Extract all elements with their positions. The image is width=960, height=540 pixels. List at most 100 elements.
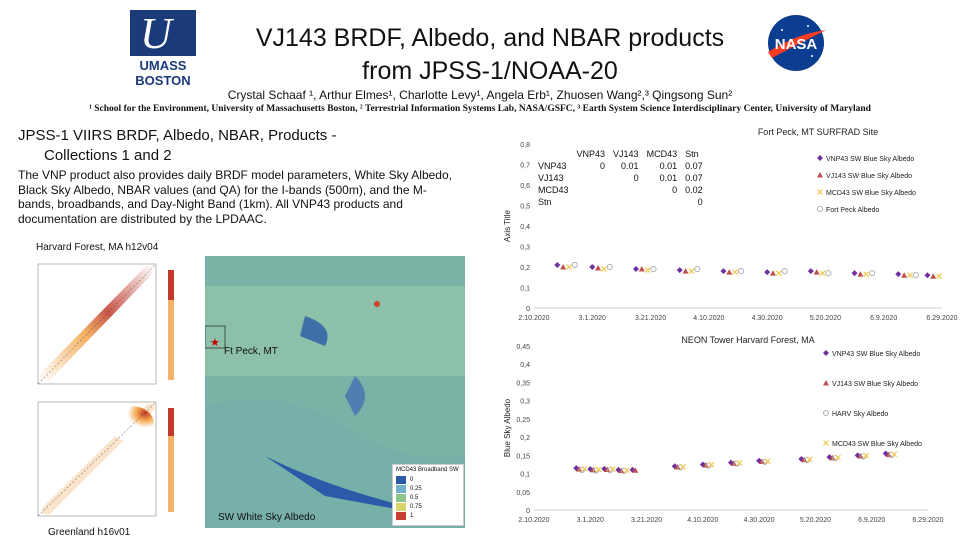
x-tick-label: 6.29.2020 (912, 517, 943, 524)
nasa-logo: NASA (762, 12, 830, 74)
data-point (732, 269, 739, 276)
data-point (825, 270, 832, 277)
data-point (863, 271, 870, 278)
x-tick-label: 4.10.2020 (687, 517, 718, 524)
y-tick-label: 0,1 (520, 286, 530, 293)
data-point (676, 267, 683, 274)
table-cell (609, 196, 643, 208)
data-point (823, 440, 829, 446)
data-point (806, 456, 813, 463)
map-legend-swatch (396, 502, 406, 511)
map-legend-swatch (396, 475, 406, 484)
section-heading-line2: Collections 1 and 2 (44, 147, 172, 164)
y-tick-label: 0,45 (516, 344, 530, 351)
umass-logo-mark: U (130, 10, 196, 56)
table-cell: 0.01 (659, 161, 678, 171)
y-tick-label: 0,2 (520, 265, 530, 272)
table-header-cell: VJ143 (613, 149, 639, 159)
data-point (819, 270, 826, 277)
data-point (708, 461, 715, 468)
data-point (720, 268, 727, 275)
table-cell: Stn (538, 197, 552, 207)
data-point (632, 467, 639, 473)
x-tick-label: 2.10.2020 (518, 315, 549, 322)
legend-label: VJ143 SW Blue Sky Albedo (826, 173, 912, 180)
map-legend-swatch (396, 511, 406, 520)
map-legend-label: 0.5 (410, 494, 419, 501)
data-point (682, 268, 689, 274)
data-point (638, 266, 645, 272)
title-line1: VJ143 BRDF, Albedo, and NBAR products (255, 24, 725, 52)
umass-logo: U UMASS BOSTON (130, 10, 196, 88)
legend-label: Fort Peck Albedo (826, 207, 879, 214)
y-tick-label: 0,8 (520, 142, 530, 149)
legend-label: VNP43 SW Blue Sky Albedo (826, 156, 914, 163)
y-tick-label: 0,25 (516, 417, 530, 424)
data-point (823, 380, 829, 386)
data-point (680, 463, 687, 470)
y-tick-label: 0,05 (516, 490, 530, 497)
table-cell: 0.07 (685, 161, 703, 171)
data-point (936, 273, 943, 280)
data-point (851, 270, 858, 277)
x-tick-label: 4.30.2020 (752, 315, 783, 322)
data-point (907, 272, 913, 279)
data-point (822, 409, 830, 417)
data-point (615, 466, 622, 473)
data-point (589, 264, 596, 270)
table-cell: 0.01 (659, 173, 678, 183)
legend-label: MCD43 SW Blue Sky Albedo (832, 441, 922, 448)
map-legend-label: 0.75 (410, 503, 422, 510)
page-title: VJ143 BRDF, Albedo, and NBAR products fr… (200, 22, 780, 88)
chart-bottom: NEON Tower Harvard Forest, MA Blue Sky Al… (498, 334, 958, 534)
density-plot-top (18, 256, 190, 396)
y-tick-label: 0,3 (520, 245, 530, 252)
data-point (924, 272, 931, 279)
data-point (644, 267, 651, 273)
data-point (912, 272, 919, 279)
fort-peck-star-icon: ★ (210, 337, 220, 349)
legend-label: HARV Sky Albedo (832, 411, 888, 418)
chart-title: Fort Peck, MT SURFRAD Site (758, 127, 878, 137)
data-point (560, 264, 567, 270)
x-tick-label: 6.29.2020 (926, 315, 957, 322)
data-point (623, 467, 630, 474)
x-tick-label: 3.1.2020 (579, 315, 606, 322)
data-point (769, 270, 776, 276)
data-point (578, 466, 585, 473)
table-header-cell: MCD43 (646, 149, 678, 159)
data-point (606, 263, 613, 271)
table-cell: MCD43 (538, 185, 569, 195)
umass-logo-line1: UMASS (139, 58, 187, 73)
data-point (736, 460, 743, 466)
x-tick-label: 3.21.2020 (635, 315, 666, 322)
data-point (571, 261, 578, 268)
x-tick-label: 3.1.2020 (577, 517, 604, 524)
map-legend-title: MCD43 Broadband SW (396, 467, 459, 473)
table-header-cell: Stn (685, 149, 699, 159)
data-point (595, 265, 602, 271)
table-header-cell (534, 148, 573, 160)
x-tick-label: 4.30.2020 (744, 517, 775, 524)
nasa-logo-text: NASA (775, 36, 818, 53)
y-tick-label: 0,4 (520, 224, 530, 231)
section-heading: JPSS-1 VIIRS BRDF, Albedo, NBAR, Product… (18, 126, 478, 166)
y-tick-label: 0,15 (516, 453, 530, 460)
section-body: The VNP product also provides daily BRDF… (18, 168, 452, 226)
data-point (817, 172, 823, 178)
table-row: MCD43 0 0.02 (534, 184, 707, 196)
data-point (869, 270, 876, 277)
data-point (650, 265, 657, 273)
affiliations: ¹ School for the Environment, University… (89, 104, 871, 114)
map-legend-swatch (396, 484, 406, 493)
legend-label: MCD43 SW Blue Sky Albedo (826, 190, 916, 197)
data-point (891, 451, 898, 458)
greenland-label: Greenland h16v01 (48, 527, 131, 538)
map-legend-item: 0.75 (396, 502, 460, 511)
y-tick-label: 0 (526, 508, 530, 515)
data-point (554, 261, 561, 268)
legend-label: VNP43 SW Blue Sky Albedo (832, 351, 920, 358)
data-point (601, 266, 607, 272)
data-point (835, 454, 841, 461)
y-tick-label: 0,5 (520, 204, 530, 211)
